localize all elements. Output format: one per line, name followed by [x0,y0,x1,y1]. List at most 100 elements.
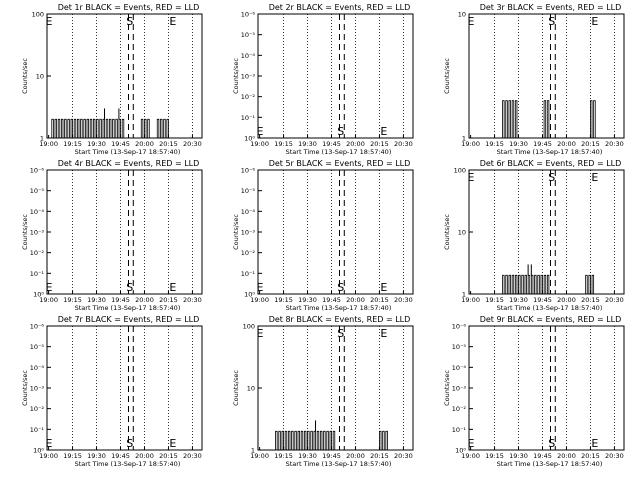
x-tick-label: 19:30 [87,452,106,460]
marker-s: S [548,171,555,184]
x-tick-label: 20:30 [605,140,624,148]
y-tick-label: 10⁻¹ [241,114,256,122]
y-tick-label: 100 [454,167,466,175]
plot-frame [468,169,625,295]
y-tick-label: 10⁻⁵ [241,31,256,39]
y-tick-label: 10⁻⁶ [30,167,45,175]
y-tick-label: 10⁰ [244,135,255,143]
x-axis-label: Start Time (13-Sep-17 18:57:40) [286,304,392,312]
x-tick-label: 20:30 [183,140,202,148]
x-tick-label: 19:00 [39,296,58,304]
y-axis-label: Counts/sec [232,58,240,94]
x-tick-label: 19:00 [250,452,269,460]
x-tick-label: 20:30 [605,296,624,304]
series-burst [585,274,595,295]
marker-s: S [126,281,133,294]
x-tick-label: 19:45 [322,140,341,148]
x-tick-label: 20:00 [135,140,154,148]
series-burst [140,118,150,139]
x-tick-label: 19:00 [39,452,58,460]
marker-s: S [337,281,344,294]
chart-title: Det 7r BLACK = Events, RED = LLD [58,315,200,324]
y-axis-label: Counts/sec [21,214,29,250]
x-tick-label: 19:30 [298,140,317,148]
marker-s: S [126,437,133,450]
x-axis-label: Start Time (13-Sep-17 18:57:40) [497,148,603,156]
y-tick-label: 10 [36,73,44,81]
x-axis-label: Start Time (13-Sep-17 18:57:40) [75,304,181,312]
y-tick-label: 10⁰ [33,291,44,299]
x-tick-label: 19:15 [63,452,82,460]
y-axis-label: Counts/sec [232,370,240,406]
y-tick-label: 10⁻⁵ [30,343,45,351]
marker-e: E [257,327,264,340]
x-tick-label: 19:15 [485,296,504,304]
x-tick-label: 20:30 [394,452,413,460]
chart-title: Det 9r BLACK = Events, RED = LLD [480,315,622,324]
marker-e: E [46,15,53,28]
y-tick-label: 10⁻⁴ [30,208,45,216]
y-tick-label: 10⁰ [33,447,44,455]
series-burst [590,100,597,139]
x-tick-label: 20:15 [159,452,178,460]
x-tick-label: 19:30 [298,452,317,460]
series-burst [502,100,519,139]
y-tick-label: 10⁻⁵ [241,187,256,195]
y-axis-label: Counts/sec [443,370,451,406]
chart-panel-9: Det 9r BLACK = Events, RED = LLD 19:00 19:… [443,315,625,468]
marker-e: E [169,437,176,450]
series-burst [156,118,171,139]
y-tick-label: 10⁻³ [241,229,256,237]
y-tick-label: 10 [458,11,466,19]
x-tick-label: 19:15 [274,140,293,148]
x-tick-label: 19:30 [298,296,317,304]
x-tick-label: 20:30 [183,452,202,460]
x-tick-label: 19:45 [111,452,130,460]
y-tick-label: 10⁻³ [30,229,45,237]
marker-e: E [591,437,598,450]
x-tick-label: 19:15 [274,296,293,304]
marker-e: E [591,171,598,184]
x-tick-label: 20:15 [159,140,178,148]
x-tick-label: 19:00 [461,452,480,460]
x-tick-label: 20:30 [394,140,413,148]
marker-e: E [380,125,387,138]
marker-s: S [337,125,344,138]
x-tick-label: 19:45 [533,140,552,148]
x-tick-label: 19:00 [39,140,58,148]
chart-panel-5: Det 5r BLACK = Events, RED = LLD 19:00 19:… [232,159,414,312]
x-tick-label: 19:00 [250,296,269,304]
x-axis-label: Start Time (13-Sep-17 18:57:40) [497,460,603,468]
x-tick-label: 19:30 [509,452,528,460]
marker-e: E [257,281,264,294]
series-burst [379,430,388,451]
y-axis-label: Counts/sec [443,214,451,250]
series-burst [543,100,551,139]
y-tick-label: 10⁻⁴ [241,52,256,60]
y-tick-label: 10⁻¹ [452,426,467,434]
plot-frame [468,13,625,139]
y-tick-label: 10⁻⁶ [241,11,256,19]
y-axis-label: Counts/sec [21,58,29,94]
x-tick-label: 20:00 [135,452,154,460]
y-tick-label: 1 [251,447,255,455]
y-tick-label: 10⁻⁵ [452,343,467,351]
plot-frame [257,13,414,139]
plot-frame [257,169,414,295]
x-axis-label: Start Time (13-Sep-17 18:57:40) [497,304,603,312]
x-tick-label: 20:15 [581,452,600,460]
x-tick-label: 20:15 [370,296,389,304]
y-axis-label: Counts/sec [443,58,451,94]
x-tick-label: 20:00 [346,452,365,460]
x-tick-label: 19:00 [250,140,269,148]
chart-panel-4: Det 4r BLACK = Events, RED = LLD 19:00 19:… [21,159,203,312]
x-axis-label: Start Time (13-Sep-17 18:57:40) [286,460,392,468]
chart-panel-6: Det 6r BLACK = Events, RED = LLD 19:00 19:… [443,159,625,312]
x-tick-label: 20:30 [183,296,202,304]
y-tick-label: 100 [243,323,255,331]
y-tick-label: 10⁻² [241,249,256,257]
x-tick-label: 20:00 [557,296,576,304]
y-tick-label: 10⁻⁶ [452,323,467,331]
chart-title: Det 4r BLACK = Events, RED = LLD [58,159,200,168]
